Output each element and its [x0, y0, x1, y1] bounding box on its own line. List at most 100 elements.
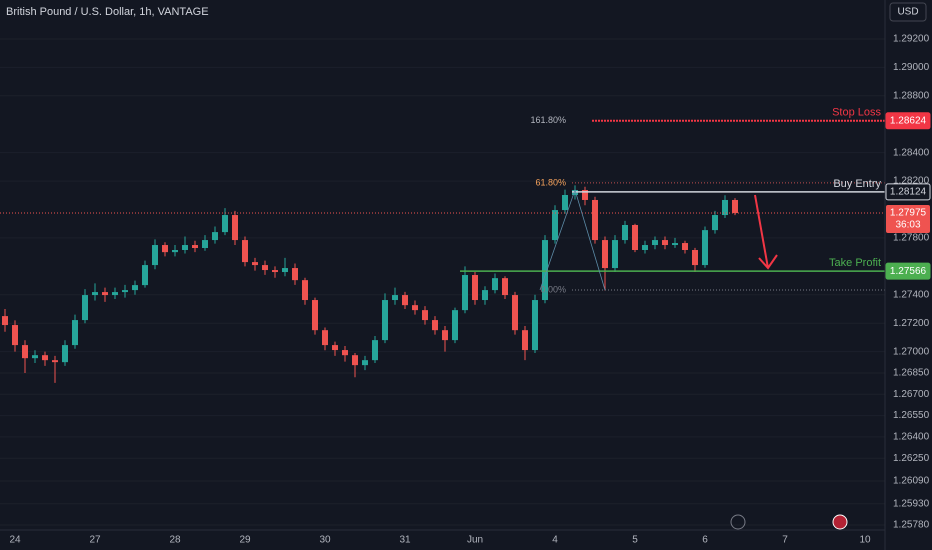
candle-body — [82, 295, 88, 321]
candle-body — [142, 265, 148, 286]
candle-body — [602, 240, 608, 269]
candle-body — [322, 330, 328, 346]
candle-body — [462, 275, 468, 311]
candle-body — [132, 285, 138, 291]
price-badge — [885, 262, 931, 280]
candle-body — [172, 250, 178, 253]
candle-body — [592, 199, 598, 241]
x-tick-label: 29 — [239, 535, 251, 546]
candle-body — [532, 300, 538, 351]
y-tick-label: 1.25930 — [893, 498, 930, 509]
candle-body — [292, 268, 298, 281]
candle-body — [52, 360, 58, 363]
x-tick-label: 30 — [319, 535, 331, 546]
x-tick-label: 27 — [89, 535, 101, 546]
candle-body — [62, 345, 68, 363]
candle-body — [102, 292, 108, 296]
x-tick-label: 4 — [552, 535, 558, 546]
candle-body — [112, 292, 118, 296]
candle-body — [342, 350, 348, 356]
y-tick-label: 1.26550 — [893, 410, 930, 421]
candle-body — [352, 355, 358, 366]
y-tick-label: 1.29000 — [893, 62, 930, 73]
candle-body — [522, 330, 528, 351]
candle-body — [332, 345, 338, 351]
price-badge — [885, 183, 931, 201]
candle-body — [492, 278, 498, 291]
candle-body — [212, 232, 218, 241]
candle-body — [272, 270, 278, 273]
candle-body — [582, 190, 588, 200]
y-tick-label: 1.28400 — [893, 147, 930, 158]
candle-body — [682, 243, 688, 251]
candle-body — [622, 224, 628, 241]
candle-body — [72, 320, 78, 346]
y-tick-label: 1.28800 — [893, 90, 930, 101]
candle-body — [722, 199, 728, 216]
y-tick-label: 1.27200 — [893, 318, 930, 329]
candle-body — [402, 295, 408, 306]
y-tick-label: 1.26700 — [893, 389, 930, 400]
candle-body — [712, 215, 718, 231]
y-tick-label: 1.26090 — [893, 476, 930, 487]
fib-label: 161.80% — [530, 115, 566, 125]
candle-body — [702, 230, 708, 266]
candle-body — [442, 330, 448, 341]
candle-body — [472, 275, 478, 301]
candle-body — [662, 240, 668, 246]
candle-body — [32, 355, 38, 359]
x-tick-label: 31 — [399, 535, 411, 546]
fib-label: 61.80% — [535, 177, 566, 187]
candle-body — [282, 268, 288, 273]
y-tick-label: 1.26250 — [893, 453, 930, 464]
y-tick-label: 1.26400 — [893, 432, 930, 443]
x-tick-label: 7 — [782, 535, 788, 546]
arrow — [754, 194, 778, 270]
candle-body — [152, 245, 158, 266]
candle-body — [192, 245, 198, 249]
candle-body — [642, 245, 648, 251]
plot — [0, 119, 885, 383]
candle-body — [262, 265, 268, 271]
x-tick-label: 24 — [9, 535, 21, 546]
currency-button[interactable] — [889, 2, 927, 22]
candle-body — [362, 360, 368, 366]
candle-body — [632, 224, 638, 251]
x-tick-label: 6 — [702, 535, 708, 546]
candle-body — [392, 295, 398, 301]
current-price-label: 1.27975 — [890, 208, 927, 219]
candle-body — [202, 240, 208, 249]
price-badge — [885, 112, 931, 130]
candle-body — [182, 245, 188, 251]
candle-body — [222, 215, 228, 233]
x-tick-label: 5 — [632, 535, 638, 546]
countdown-label: 36:03 — [895, 220, 920, 231]
candle-body — [612, 240, 618, 269]
candle-body — [652, 240, 658, 246]
candle-body — [242, 240, 248, 263]
y-tick-label: 1.25780 — [893, 520, 930, 531]
candle-body — [562, 195, 568, 211]
symbol-title: British Pound / U.S. Dollar, 1h, VANTAGE — [6, 6, 209, 18]
candle-body — [302, 280, 308, 301]
candle-body — [672, 243, 678, 246]
candle-body — [122, 290, 128, 293]
candle-body — [422, 310, 428, 321]
candle-body — [252, 262, 258, 266]
x-tick-label: 10 — [859, 535, 871, 546]
candle-body — [22, 345, 28, 359]
price-axis: 1.29200 1.29000 1.28800 1.28400 1.28200 1.278… — [885, 34, 931, 531]
price-badge-label: 1.28124 — [890, 187, 927, 198]
flag-icon[interactable] — [832, 514, 848, 530]
candle-body — [92, 292, 98, 296]
candle-body — [162, 245, 168, 253]
level-label: Stop Loss — [832, 107, 881, 119]
candle-body — [12, 325, 18, 346]
event-icon[interactable] — [730, 514, 746, 530]
candle-body — [42, 355, 48, 361]
candle-body — [412, 305, 418, 311]
candle-body — [452, 310, 458, 341]
currency-label: USD — [897, 7, 918, 18]
